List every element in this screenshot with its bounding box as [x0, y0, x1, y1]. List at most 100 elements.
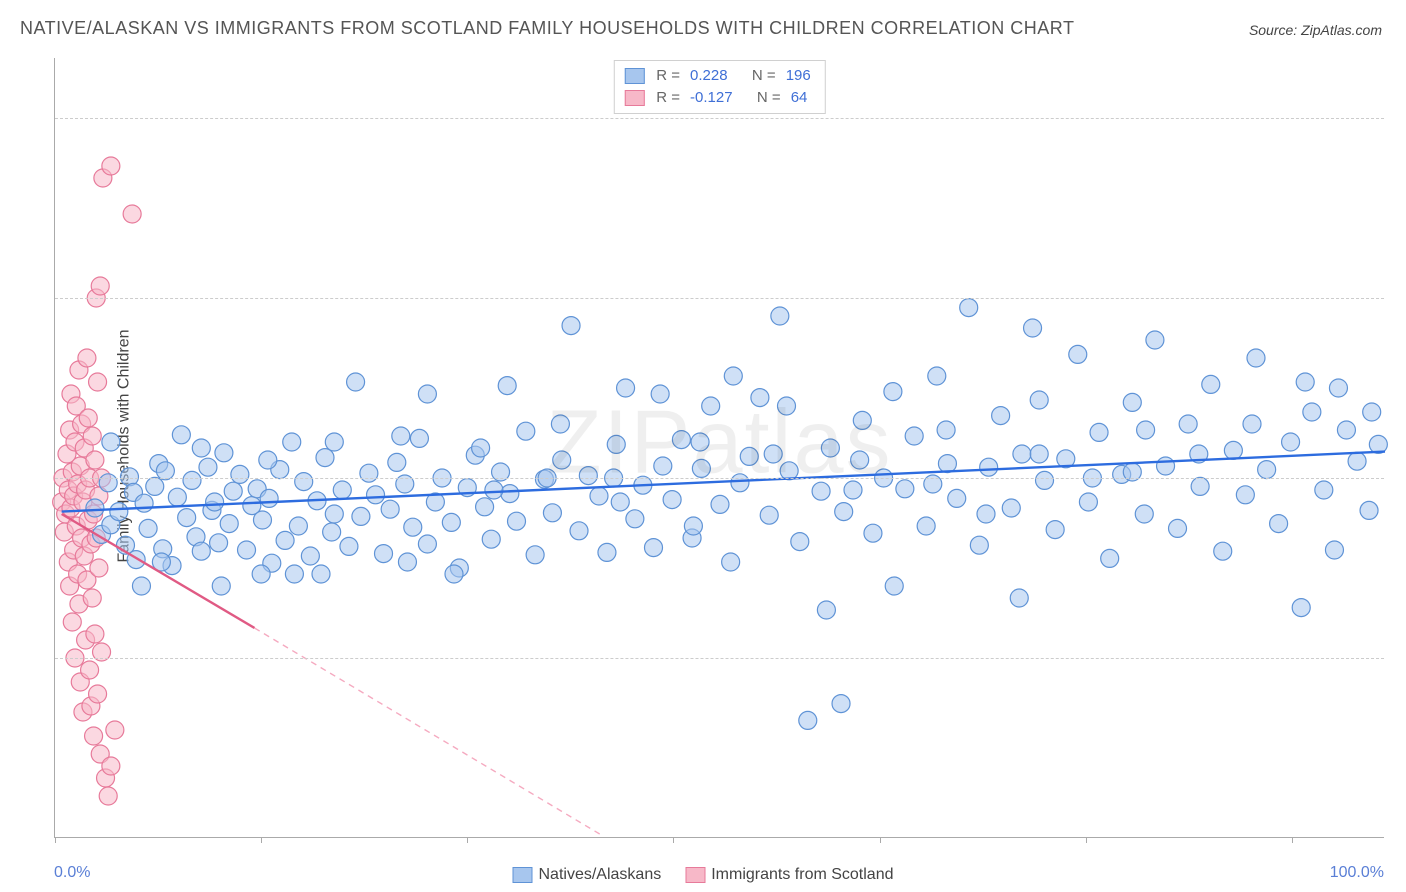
data-point [388, 453, 406, 471]
data-point [1169, 519, 1187, 537]
data-point [106, 721, 124, 739]
data-point [1329, 379, 1347, 397]
stats-legend: R = 0.228 N = 196 R = -0.127 N = 64 [613, 60, 825, 114]
data-point [821, 439, 839, 457]
data-point [192, 542, 210, 560]
data-point [543, 504, 561, 522]
data-point [323, 523, 341, 541]
data-point [1236, 486, 1254, 504]
data-point [1282, 433, 1300, 451]
data-point [960, 299, 978, 317]
data-point [812, 482, 830, 500]
swatch-natives-icon [513, 867, 533, 883]
data-point [178, 509, 196, 527]
x-tick [55, 837, 56, 843]
data-point [381, 500, 399, 518]
data-point [598, 543, 616, 561]
scatter-svg [55, 58, 1384, 837]
data-point [110, 503, 128, 521]
data-point [626, 510, 644, 528]
x-max-label: 100.0% [1330, 864, 1384, 882]
data-point [238, 541, 256, 559]
data-point [325, 505, 343, 523]
data-point [771, 307, 789, 325]
data-point [86, 499, 104, 517]
data-point [1315, 481, 1333, 499]
data-point [445, 565, 463, 583]
data-point [517, 422, 535, 440]
data-point [799, 711, 817, 729]
data-point [1123, 393, 1141, 411]
data-point [1202, 375, 1220, 393]
source-label: Source: ZipAtlas.com [1249, 22, 1382, 38]
legend-item-scotland: Immigrants from Scotland [685, 866, 893, 884]
data-point [1146, 331, 1164, 349]
y-tick-label: 15.0% [1394, 648, 1406, 666]
data-point [99, 787, 117, 805]
data-point [851, 451, 869, 469]
data-point [199, 458, 217, 476]
y-tick-label: 30.0% [1394, 468, 1406, 486]
data-point [980, 458, 998, 476]
data-point [86, 451, 104, 469]
data-point [1002, 499, 1020, 517]
data-point [360, 464, 378, 482]
data-point [570, 522, 588, 540]
data-point [168, 488, 186, 506]
data-point [1258, 461, 1276, 479]
data-point [283, 433, 301, 451]
series-legend: Natives/Alaskans Immigrants from Scotlan… [513, 866, 894, 884]
stats-row-scotland: R = -0.127 N = 64 [624, 87, 814, 109]
data-point [551, 415, 569, 433]
data-point [99, 474, 117, 492]
data-point [340, 537, 358, 555]
data-point [252, 565, 270, 583]
data-point [1135, 505, 1153, 523]
data-point [896, 480, 914, 498]
data-point [206, 493, 224, 511]
data-point [590, 487, 608, 505]
data-point [367, 486, 385, 504]
data-point [905, 427, 923, 445]
data-point [654, 457, 672, 475]
data-point [1191, 477, 1209, 495]
data-point [146, 477, 164, 495]
data-point [392, 427, 410, 445]
data-point [259, 451, 277, 469]
data-point [722, 553, 740, 571]
data-point [663, 491, 681, 509]
data-point [91, 277, 109, 295]
data-point [253, 511, 271, 529]
gridline [55, 118, 1384, 119]
data-point [562, 317, 580, 335]
data-point [711, 495, 729, 513]
data-point [1010, 589, 1028, 607]
x-tick [261, 837, 262, 843]
data-point [817, 601, 835, 619]
data-point [1046, 521, 1064, 539]
data-point [645, 539, 663, 557]
data-point [1030, 391, 1048, 409]
swatch-scotland-icon [685, 867, 705, 883]
data-point [501, 485, 519, 503]
data-point [123, 205, 141, 223]
data-point [853, 411, 871, 429]
data-point [691, 433, 709, 451]
data-point [928, 367, 946, 385]
data-point [731, 474, 749, 492]
data-point [102, 433, 120, 451]
data-point [482, 530, 500, 548]
data-point [1090, 423, 1108, 441]
data-point [86, 625, 104, 643]
data-point [702, 397, 720, 415]
data-point [63, 613, 81, 631]
data-point [553, 451, 571, 469]
data-point [183, 471, 201, 489]
data-point [295, 473, 313, 491]
data-point [260, 489, 278, 507]
data-point [224, 482, 242, 500]
data-point [212, 577, 230, 595]
data-point [102, 757, 120, 775]
data-point [347, 373, 365, 391]
data-point [418, 535, 436, 553]
